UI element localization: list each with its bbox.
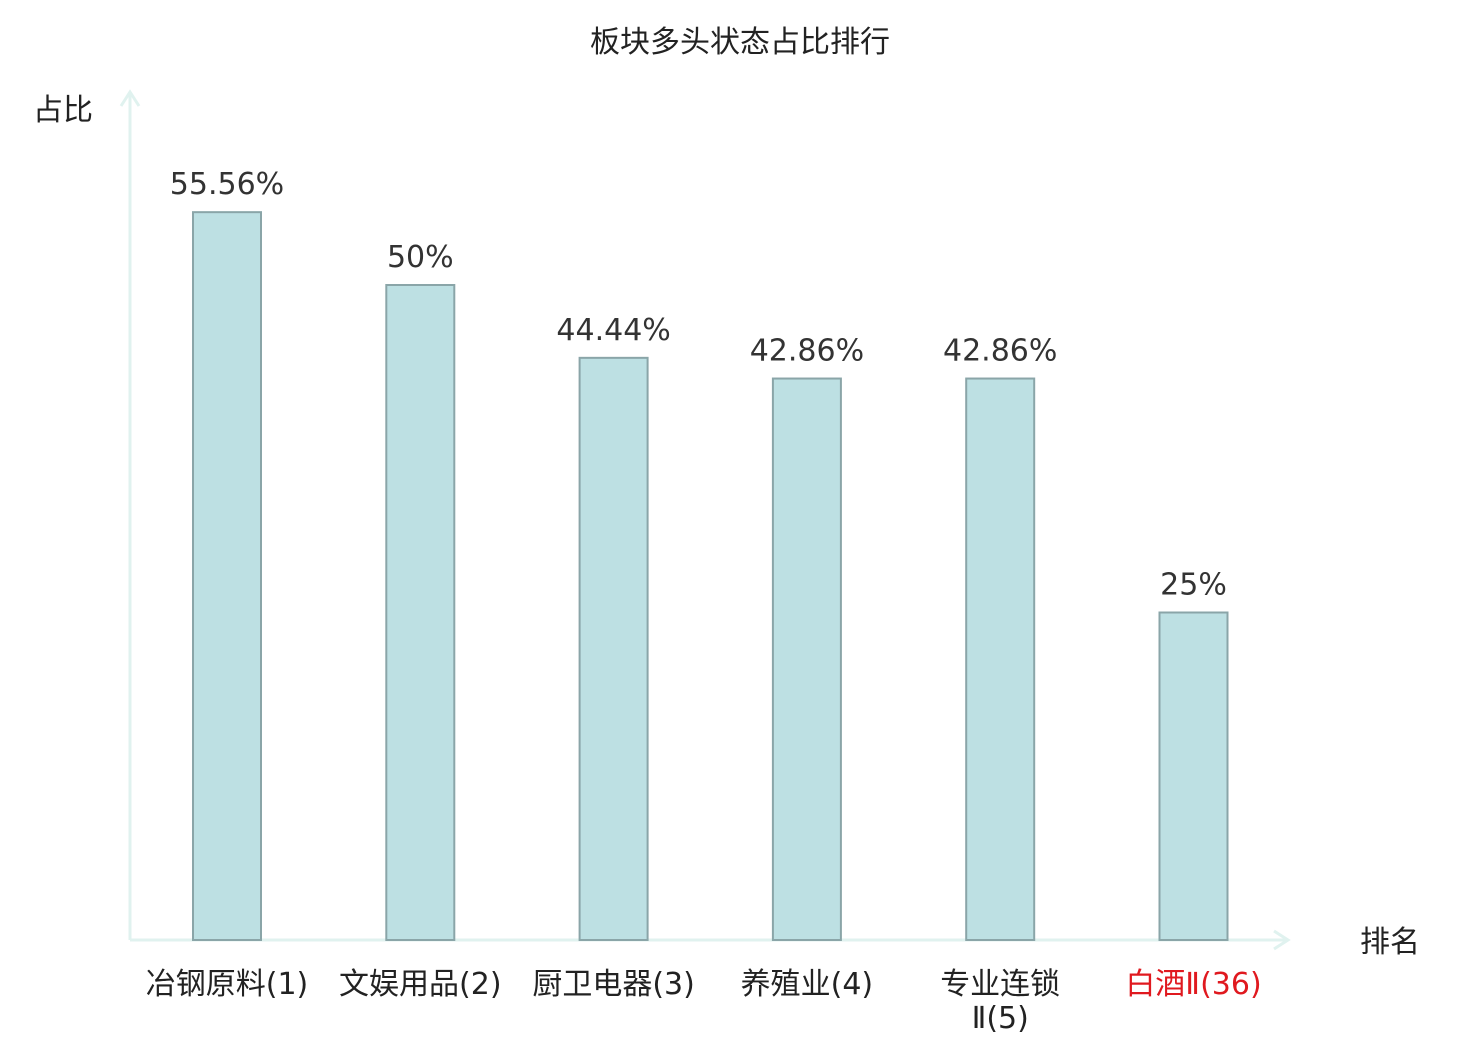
bar	[192, 211, 262, 941]
bar	[385, 284, 456, 941]
category-label-line: 厨卫电器(3)	[532, 967, 695, 1002]
category-label-line: 冶钢原料(1)	[146, 967, 309, 1002]
axes	[119, 89, 1291, 951]
category-label: 冶钢原料(1)	[146, 967, 309, 1002]
bar	[771, 377, 842, 941]
y-axis-label: 占比	[33, 93, 93, 128]
value-label: 42.86%	[943, 334, 1057, 369]
value-label: 55.56%	[170, 167, 284, 202]
category-label: 养殖业(4)	[741, 967, 874, 1002]
y-axis-arrow	[119, 89, 141, 107]
value-label: 42.86%	[750, 334, 864, 369]
x-axis-label: 排名	[1360, 925, 1420, 960]
chart-title: 板块多头状态占比排行	[590, 25, 890, 60]
category-labels: 冶钢原料(1) 文娱用品(2) 厨卫电器(3) 养殖业(4) 专业连锁 Ⅱ(5) 白酒Ⅱ(3…	[146, 967, 1262, 1036]
category-label: 白酒Ⅱ(36)	[1125, 967, 1261, 1002]
category-label: 专业连锁 Ⅱ(5)	[940, 967, 1060, 1036]
bar	[578, 356, 649, 941]
value-labels: 55.56% 50% 44.44% 42.86% 42.86% 25%	[170, 167, 1227, 602]
value-label: 44.44%	[556, 313, 670, 348]
category-label-line: Ⅱ(5)	[972, 1001, 1029, 1036]
category-label: 厨卫电器(3)	[532, 967, 695, 1002]
bar	[1158, 611, 1229, 941]
value-label: 25%	[1160, 568, 1227, 603]
category-label-line: 专业连锁	[940, 967, 1060, 1002]
value-label: 50%	[387, 240, 454, 275]
category-label: 文娱用品(2)	[339, 967, 502, 1002]
category-label-line: 养殖业(4)	[741, 967, 874, 1002]
bar	[965, 377, 1036, 941]
bars	[192, 211, 1229, 941]
x-axis-arrow	[1273, 929, 1291, 951]
category-label-line: 文娱用品(2)	[339, 967, 502, 1002]
category-label-line: 白酒Ⅱ(36)	[1125, 967, 1261, 1002]
